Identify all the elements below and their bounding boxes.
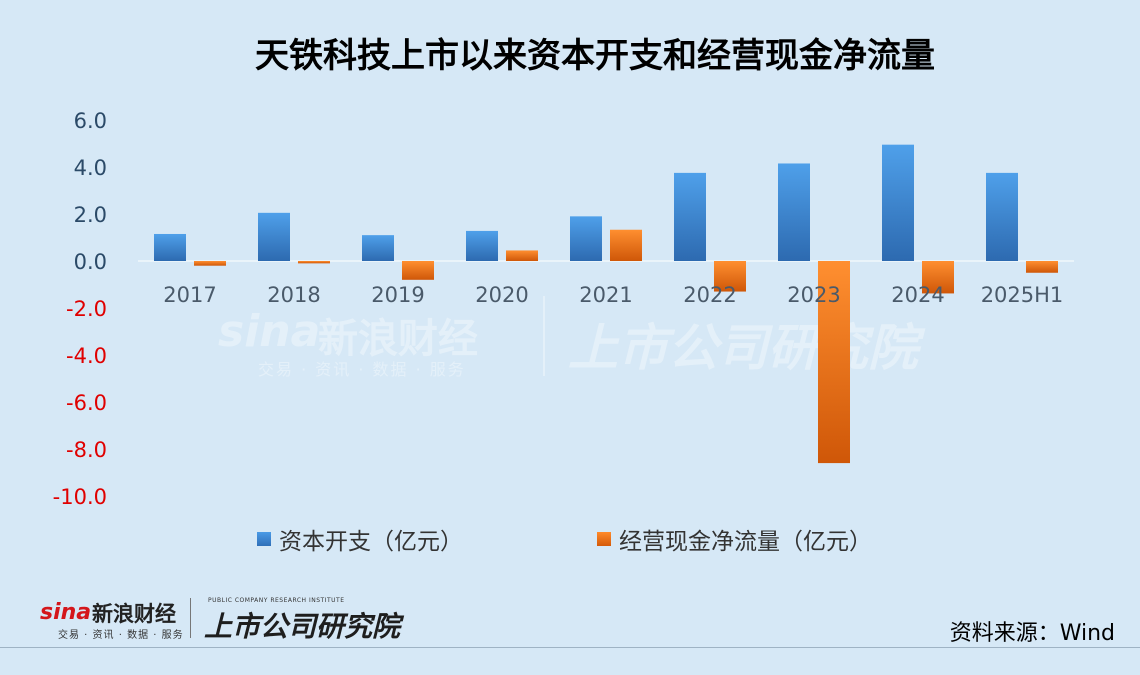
x-tick-label: 2020 (475, 283, 528, 307)
x-tick-label: 2023 (787, 283, 840, 307)
y-tick-label: -8.0 (66, 438, 107, 462)
institute-english: PUBLIC COMPANY RESEARCH INSTITUTE (208, 597, 345, 604)
sina-tagline: 交易 · 资讯 · 数据 · 服务 (58, 630, 184, 641)
logo-divider (190, 598, 191, 638)
capex-bar (986, 172, 1018, 261)
x-tick-label: 2017 (163, 283, 216, 307)
ocf-bar (298, 261, 330, 264)
legend-swatch-capex (257, 532, 271, 546)
ocf-bar (506, 250, 538, 261)
y-tick-label: -2.0 (66, 297, 107, 321)
sina-logo: sina 新浪财经 交易 · 资讯 · 数据 · 服务 PUBLIC COMPA… (40, 596, 401, 643)
y-tick-label: 4.0 (74, 156, 107, 180)
capex-bar (570, 216, 602, 261)
ocf-bar (610, 229, 642, 261)
x-tick-label: 2025H1 (981, 283, 1064, 307)
legend-label-ocf: 经营现金净流量（亿元） (619, 529, 872, 555)
capex-bar (882, 144, 914, 261)
sina-brand-cn: 新浪财经 (92, 602, 176, 626)
y-tick-label: 2.0 (74, 203, 107, 227)
ocf-bar (1026, 261, 1058, 273)
x-tick-label: 2021 (579, 283, 632, 307)
sina-wordmark: sina (40, 600, 92, 625)
chart-title: 天铁科技上市以来资本开支和经营现金净流量 (255, 36, 935, 76)
ocf-bar (818, 261, 850, 464)
y-tick-label: 6.0 (74, 109, 107, 133)
y-tick-label: -10.0 (53, 485, 107, 509)
ocf-bar (194, 261, 226, 266)
legend-item-capex: 资本开支（亿元） (257, 522, 463, 556)
capex-bar (154, 233, 186, 261)
y-tick-label: 0.0 (74, 250, 107, 274)
ocf-bar (714, 261, 746, 292)
source-note: 资料来源：Wind (949, 621, 1115, 646)
institute-name: 上市公司研究院 (204, 610, 401, 643)
capex-bar (258, 212, 290, 261)
ocf-bar (402, 261, 434, 280)
capex-bar (466, 230, 498, 261)
x-tick-label: 2022 (683, 283, 736, 307)
legend-label-capex: 资本开支（亿元） (279, 529, 463, 555)
footer-divider (0, 647, 1140, 648)
legend-item-ocf: 经营现金净流量（亿元） (597, 522, 872, 556)
y-tick-label: -6.0 (66, 391, 107, 415)
legend-swatch-ocf (597, 532, 611, 546)
capex-bar (778, 163, 810, 261)
x-tick-label: 2019 (371, 283, 424, 307)
capex-bar (674, 172, 706, 261)
y-tick-label: -4.0 (66, 344, 107, 368)
capex-bar (362, 235, 394, 261)
x-tick-label: 2024 (891, 283, 944, 307)
x-tick-label: 2018 (267, 283, 320, 307)
ocf-bar (922, 261, 954, 294)
